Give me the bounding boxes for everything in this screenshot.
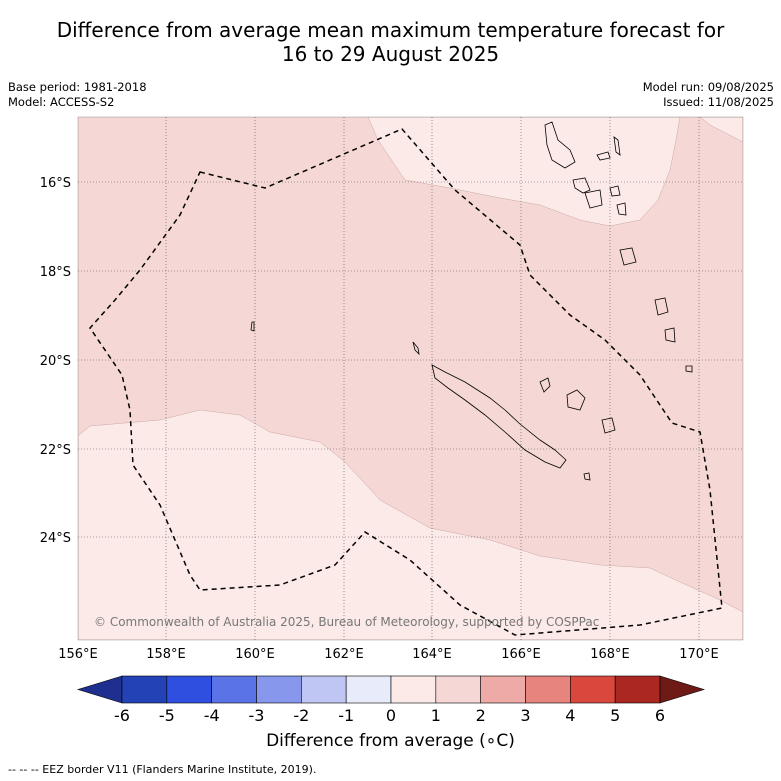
anomaly-region-0-1-northeast xyxy=(699,117,743,143)
island-chesterfield xyxy=(250,321,255,332)
colorbar-tick-label: -3 xyxy=(249,706,265,725)
lat-label: 22°S xyxy=(40,443,71,458)
island-loyalty-lifou xyxy=(566,389,586,411)
lon-label: 162°E xyxy=(324,647,364,662)
colorbar-segment xyxy=(345,675,392,704)
colorbar: -6 -5 -4 -3 -2 -1 0 1 2 3 4 5 6 xyxy=(76,675,706,725)
colorbar-tick-label: -1 xyxy=(338,706,354,725)
model-name: Model: ACCESS-S2 xyxy=(8,95,115,109)
colorbar-segment xyxy=(121,675,168,704)
lon-label: 170°E xyxy=(679,647,719,662)
lon-label: 158°E xyxy=(146,647,186,662)
map-frame xyxy=(77,116,744,641)
anomaly-region-0-1-south xyxy=(78,409,743,640)
issued-date: Issued: 11/08/2025 xyxy=(663,95,774,109)
colorbar-tick-label: 4 xyxy=(565,706,575,725)
colorbar-tick-label: 2 xyxy=(476,706,486,725)
colorbar-tick-label: 5 xyxy=(610,706,620,725)
lon-label: 156°E xyxy=(58,647,98,662)
island-loyalty-ouvea xyxy=(539,377,551,393)
lon-labels: 156°E 158°E 160°E 162°E 164°E 166°E 168°… xyxy=(58,647,719,662)
colorbar-segment xyxy=(525,675,571,704)
colorbar-tick-label: 6 xyxy=(655,706,665,725)
meta-right: Model run: 09/08/2025 Issued: 11/08/2025 xyxy=(643,80,774,110)
eez-legend-footer: -- -- -- EEZ border V11 (Flanders Marine… xyxy=(8,763,317,776)
lon-label: 160°E xyxy=(235,647,275,662)
lat-label: 16°S xyxy=(40,176,71,191)
colorbar-segment xyxy=(256,675,302,704)
anomaly-region-0-1-north xyxy=(367,117,681,227)
colorbar-segment xyxy=(570,675,616,704)
colorbar-segment xyxy=(435,675,481,704)
island-belep xyxy=(412,341,420,356)
copyright-text: © Commonwealth of Australia 2025, Bureau… xyxy=(94,615,599,629)
colorbar-extend-high xyxy=(659,675,706,704)
lat-label: 24°S xyxy=(40,531,71,546)
colorbar-segment xyxy=(166,675,212,704)
lat-labels: 16°S 18°S 20°S 22°S 24°S xyxy=(40,176,71,546)
colorbar-tick-label: -2 xyxy=(293,706,309,725)
lat-label: 20°S xyxy=(40,354,71,369)
island-loyalty-mare xyxy=(601,417,616,434)
eez-border xyxy=(89,128,723,636)
island-pines xyxy=(583,472,591,481)
colorbar-tick-label: -4 xyxy=(204,706,220,725)
colorbar-tick-label: -6 xyxy=(114,706,130,725)
title-line-1: Difference from average mean maximum tem… xyxy=(56,18,725,42)
chart-title: Difference from average mean maximum tem… xyxy=(0,18,781,66)
colorbar-segment xyxy=(390,675,437,704)
meta-left: Base period: 1981-2018 Model: ACCESS-S2 xyxy=(8,80,147,110)
vanuatu-islands xyxy=(544,121,693,373)
base-period: Base period: 1981-2018 xyxy=(8,80,147,94)
lon-label: 168°E xyxy=(590,647,630,662)
colorbar-tick-label: 0 xyxy=(386,706,396,725)
colorbar-tick-label: 1 xyxy=(431,706,441,725)
lat-label: 18°S xyxy=(40,265,71,280)
colorbar-segment xyxy=(211,675,257,704)
gridlines xyxy=(78,117,743,640)
title-line-2: 16 to 29 August 2025 xyxy=(281,42,500,66)
colorbar-segment xyxy=(614,675,661,704)
new-caledonia-mainland xyxy=(431,364,567,469)
colorbar-title: Difference from average (∘C) xyxy=(266,731,515,751)
colorbar-segment xyxy=(480,675,526,704)
colorbar-tick-label: -5 xyxy=(159,706,175,725)
model-run: Model run: 09/08/2025 xyxy=(642,80,774,94)
map-area xyxy=(78,117,743,640)
colorbar-extend-low xyxy=(76,675,123,704)
colorbar-tick-label: 3 xyxy=(520,706,530,725)
colorbar-segment xyxy=(301,675,347,704)
lon-label: 166°E xyxy=(501,647,541,662)
lon-label: 164°E xyxy=(412,647,452,662)
